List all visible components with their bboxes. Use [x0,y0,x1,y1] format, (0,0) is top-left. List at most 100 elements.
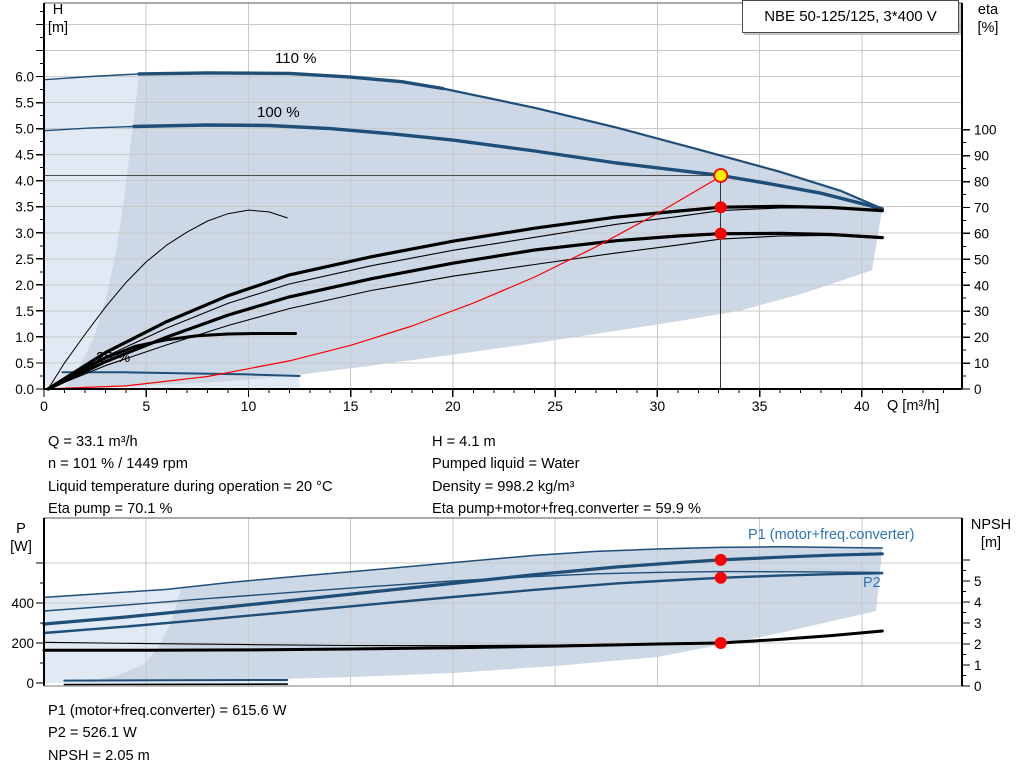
curve-110-inlet-curve [43,73,140,81]
eta-total-ref-curve [47,234,883,390]
svg-text:1.0: 1.0 [15,330,34,345]
p-axis-label: P [W] [10,521,32,555]
speed-100-curve-label: 100 % [257,104,300,121]
curve-100-inlet-curve [43,125,135,132]
svg-text:0: 0 [974,382,982,397]
svg-text:2.0: 2.0 [15,278,34,293]
p1-101-curve [42,552,884,626]
system-curve-curve [43,175,722,390]
svg-text:2.5: 2.5 [15,252,34,267]
p2-101-curve [42,572,884,635]
svg-text:5.0: 5.0 [15,122,34,137]
bottom-ticks: 0 200 400 0 1 2 3 4 5 [11,559,982,694]
summary-pumped-liquid: Pumped liquid = Water [432,456,580,473]
summary-density: Density = 998.2 kg/m³ [432,478,575,495]
max-flow-limit-curve [441,87,884,210]
bottom-gridlines [44,518,962,686]
duty-summary-right: H = 4.1 m Pumped liquid = Water Density … [432,431,701,521]
eta-pump-curve [46,204,884,391]
summary-p2: P2 = 526.1 W [48,725,137,742]
summary-eta-total: Eta pump+motor+freq.converter = 59.9 % [432,501,701,518]
p-25-curve [63,679,289,682]
svg-text:20: 20 [445,398,461,414]
envelope-allowed-p [84,546,883,682]
svg-text:50: 50 [974,252,989,267]
svg-text:40: 40 [974,278,989,293]
npsh-axis-label: NPSH [m] [970,517,1012,551]
summary-p1: P1 (motor+freq.converter) = 615.6 W [48,703,287,719]
svg-text:5.5: 5.5 [15,96,34,111]
svg-text:90: 90 [974,149,989,164]
summary-q: Q = 33.1 m³/h [48,434,138,450]
svg-text:0: 0 [974,679,982,694]
svg-text:0.0: 0.0 [15,382,34,397]
svg-text:4.0: 4.0 [15,174,34,189]
svg-text:40: 40 [854,398,870,414]
summary-npsh: NPSH = 2.05 m [48,747,150,764]
summary-liquid-temp: Liquid temperature during operation = 20… [48,478,333,495]
p2-point [714,571,727,584]
npsh-curve [42,629,884,652]
speed-25-curve-label: 25 % [96,349,131,366]
svg-text:0.5: 0.5 [15,356,34,371]
svg-text:70: 70 [974,200,989,215]
h-axis-label: H [m] [47,2,69,36]
p1-curve-label: P1 (motor+freq.converter) [748,527,915,543]
svg-text:25: 25 [547,398,563,414]
npsh-point [714,636,727,649]
svg-text:0: 0 [26,676,34,691]
svg-text:10: 10 [974,356,989,371]
svg-text:100: 100 [974,123,997,138]
q-axis-label: Q [m³/h] [887,398,940,414]
svg-text:0: 0 [40,398,48,414]
svg-text:35: 35 [752,398,768,414]
svg-text:400: 400 [11,596,34,611]
curve-110-curve [137,71,445,91]
speed-110-curve-label: 110 % [275,50,317,67]
svg-text:30: 30 [650,398,666,414]
eta-pump-ref-curve [47,207,883,390]
p2-curve-label: P2 [863,575,881,591]
svg-text:2: 2 [974,637,982,652]
curve-25-curve [61,371,301,377]
eta-pump-25-curve [47,209,288,390]
eta-pump-point [714,201,727,214]
svg-text:4.5: 4.5 [15,148,34,163]
svg-text:80: 80 [974,175,989,190]
summary-eta-pump: Eta pump = 70.1 % [48,501,173,518]
duty-summary-bottom: P1 (motor+freq.converter) = 615.6 W P2 =… [48,700,286,767]
svg-text:5: 5 [974,574,982,589]
eta-total-point [714,227,727,240]
svg-text:10: 10 [241,398,257,414]
envelope-light-lobe-p [44,588,181,683]
pump-title-box: NBE 50-125/125, 3*400 V [742,0,959,33]
svg-text:30: 30 [974,304,989,319]
svg-text:3.5: 3.5 [15,200,34,215]
eta-axis-label: eta [%] [977,2,999,36]
envelope-light-lobe [44,73,140,389]
svg-text:1: 1 [974,658,982,673]
curve-100-curve [132,123,884,211]
p1-110-curve [43,546,884,599]
svg-text:3: 3 [974,616,982,631]
svg-text:5: 5 [142,398,150,414]
svg-text:6.0: 6.0 [15,70,34,85]
svg-text:1.5: 1.5 [15,304,34,319]
duty-point[interactable] [713,168,729,183]
top-chart: 0 5 10 15 20 25 30 35 40 0.0 0.5 1.0 1.5 2.0 2.5 3.0 3.5… [15,2,997,414]
svg-text:4: 4 [974,595,982,610]
bottom-chart: 0 200 400 0 1 2 3 4 5 [11,517,982,694]
top-ticks: 0 5 10 15 20 25 30 35 40 0.0 0.5 1.0 1.5 2.0 2.5 3.0 3.5… [15,10,997,414]
p1-point [714,553,727,566]
duty-summary-left: Q = 33.1 m³/h n = 101 % / 1449 rpm Liqui… [48,431,333,521]
eta-total-curve [46,231,884,391]
svg-text:60: 60 [974,226,989,241]
svg-text:3.0: 3.0 [15,226,34,241]
svg-text:15: 15 [343,398,359,414]
summary-speed: n = 101 % / 1449 rpm [48,456,188,473]
summary-h: H = 4.1 m [432,434,496,450]
svg-text:20: 20 [974,330,989,345]
envelope-allowed [64,72,883,389]
